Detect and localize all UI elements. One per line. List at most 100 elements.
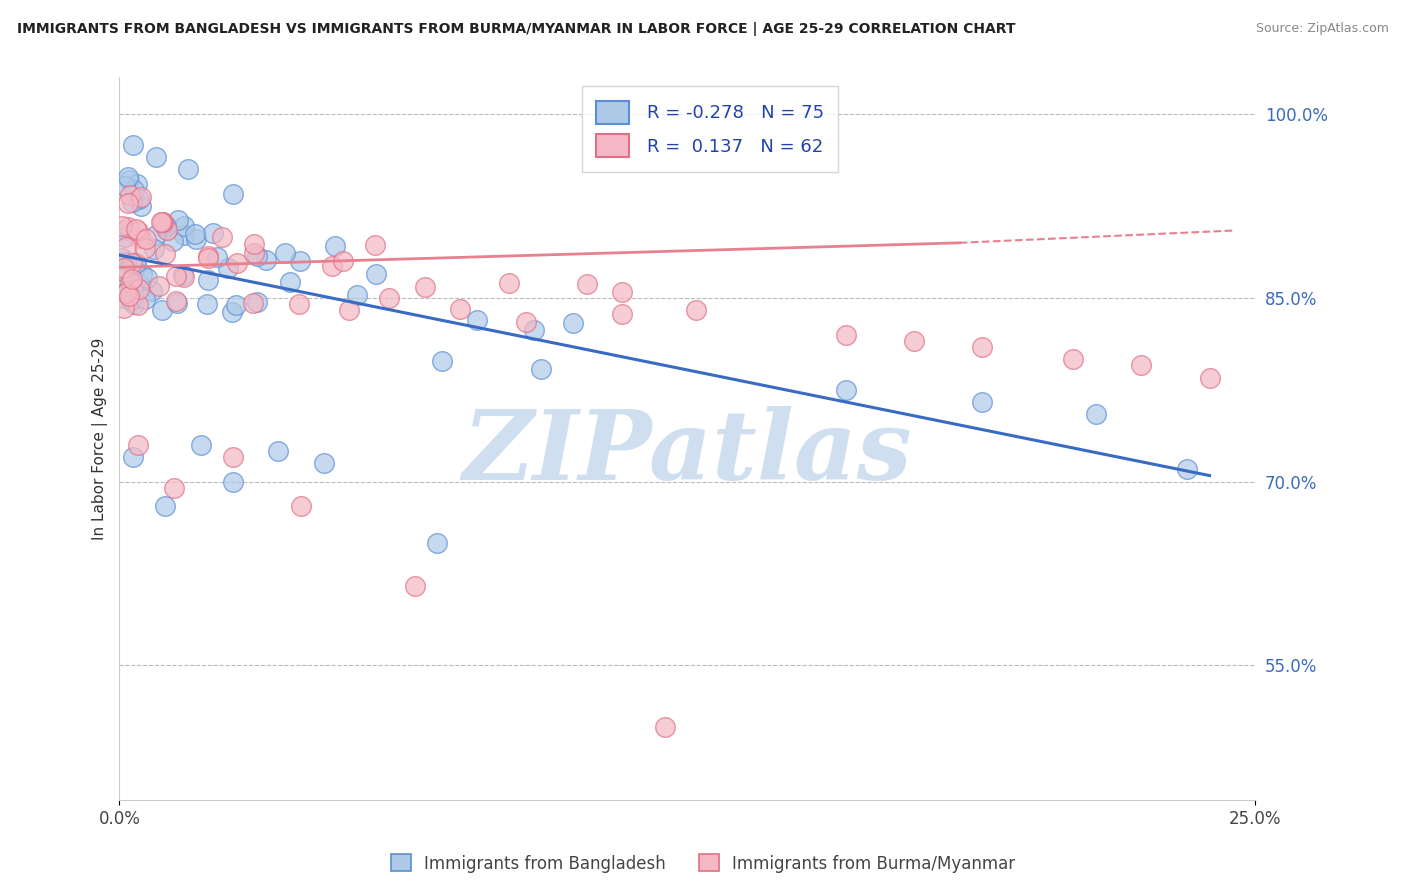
Point: [117, 284, 139, 298]
Point: [1175, 462, 1198, 476]
Point: [364, 238, 387, 252]
Point: [172, 268, 194, 282]
Point: [166, 296, 188, 310]
Point: [246, 294, 269, 309]
Point: [117, 170, 139, 185]
Point: [426, 536, 449, 550]
Point: [561, 316, 583, 330]
Point: [290, 254, 312, 268]
Point: [121, 195, 143, 210]
Point: [165, 294, 187, 309]
Point: [117, 195, 139, 210]
Point: [167, 213, 190, 227]
Point: [1198, 370, 1220, 384]
Point: [134, 292, 156, 306]
Text: Source: ZipAtlas.com: Source: ZipAtlas.com: [1256, 22, 1389, 36]
Point: [141, 284, 163, 298]
Text: IMMIGRANTS FROM BANGLADESH VS IMMIGRANTS FROM BURMA/MYANMAR IN LABOR FORCE | AGE: IMMIGRANTS FROM BANGLADESH VS IMMIGRANTS…: [17, 22, 1015, 37]
Point: [337, 302, 360, 317]
Point: [267, 444, 290, 458]
Point: [217, 260, 239, 275]
Point: [1062, 352, 1084, 367]
Point: [190, 438, 212, 452]
Point: [205, 250, 228, 264]
Point: [346, 287, 368, 301]
Point: [610, 307, 633, 321]
Point: [225, 256, 247, 270]
Point: [162, 234, 184, 248]
Point: [523, 322, 546, 336]
Point: [449, 302, 471, 317]
Point: [197, 252, 219, 266]
Point: [122, 137, 145, 152]
Point: [114, 222, 136, 236]
Point: [155, 247, 177, 261]
Point: [173, 270, 195, 285]
Point: [114, 230, 136, 244]
Text: ZIPatlas: ZIPatlas: [463, 406, 912, 500]
Point: [129, 231, 152, 245]
Point: [128, 282, 150, 296]
Point: [1085, 407, 1108, 421]
Point: [321, 259, 343, 273]
Point: [165, 268, 187, 283]
Point: [197, 249, 219, 263]
Point: [150, 215, 173, 229]
Point: [903, 334, 925, 348]
Point: [121, 271, 143, 285]
Point: [114, 178, 136, 193]
Point: [242, 295, 264, 310]
Point: [173, 227, 195, 242]
Point: [135, 270, 157, 285]
Point: [498, 276, 520, 290]
Point: [222, 186, 245, 201]
Point: [145, 227, 167, 242]
Point: [515, 315, 537, 329]
Legend: R = -0.278   N = 75, R =  0.137   N = 62: R = -0.278 N = 75, R = 0.137 N = 62: [582, 87, 838, 171]
Point: [150, 215, 173, 229]
Point: [246, 249, 269, 263]
Point: [115, 255, 138, 269]
Point: [152, 215, 174, 229]
Point: [125, 177, 148, 191]
Point: [135, 232, 157, 246]
Point: [115, 240, 138, 254]
Point: [120, 293, 142, 307]
Point: [312, 456, 335, 470]
Point: [125, 222, 148, 236]
Point: [575, 277, 598, 292]
Point: [835, 327, 858, 342]
Point: [184, 232, 207, 246]
Point: [153, 499, 176, 513]
Point: [972, 395, 994, 409]
Point: [127, 298, 149, 312]
Point: [364, 268, 387, 282]
Point: [156, 223, 179, 237]
Point: [111, 219, 134, 233]
Point: [654, 720, 676, 734]
Point: [125, 260, 148, 274]
Point: [173, 219, 195, 233]
Point: [122, 183, 145, 197]
Point: [288, 297, 311, 311]
Point: [221, 305, 243, 319]
Point: [413, 279, 436, 293]
Point: [290, 499, 312, 513]
Point: [115, 286, 138, 301]
Point: [117, 220, 139, 235]
Point: [243, 245, 266, 260]
Point: [111, 251, 134, 265]
Point: [465, 313, 488, 327]
Point: [278, 275, 301, 289]
Point: [323, 239, 346, 253]
Point: [145, 150, 167, 164]
Point: [131, 267, 153, 281]
Point: [118, 172, 141, 186]
Point: [150, 302, 173, 317]
Point: [148, 279, 170, 293]
Point: [835, 383, 858, 397]
Point: [432, 354, 454, 368]
Point: [1130, 359, 1153, 373]
Point: [184, 227, 207, 241]
Point: [112, 301, 135, 315]
